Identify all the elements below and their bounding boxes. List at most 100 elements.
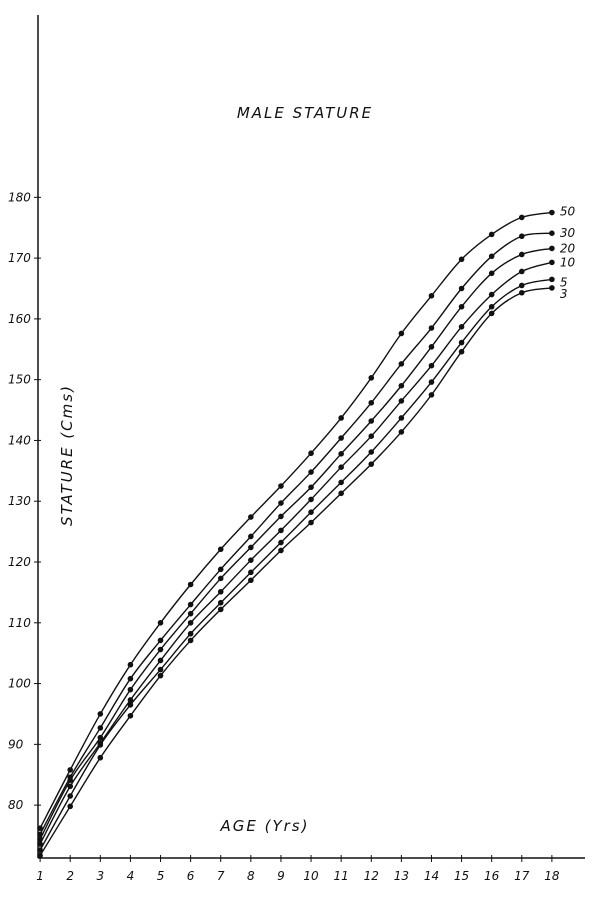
data-point <box>67 777 74 784</box>
data-point <box>398 361 405 367</box>
data-point <box>428 362 435 369</box>
data-point <box>368 461 375 467</box>
data-point <box>37 852 43 859</box>
x-tick-label: 10 <box>303 869 319 883</box>
data-point <box>518 251 525 258</box>
data-point <box>458 285 465 292</box>
data-point <box>338 490 344 497</box>
x-tick-label: 15 <box>454 869 469 883</box>
data-point <box>488 303 495 310</box>
data-point <box>549 245 555 252</box>
data-point <box>37 847 43 853</box>
data-point <box>549 230 555 236</box>
series-line <box>39 261 553 845</box>
series-label: 5 <box>560 275 568 289</box>
data-point <box>458 303 465 310</box>
data-point <box>338 435 344 441</box>
data-point <box>338 479 344 486</box>
data-point <box>157 619 164 626</box>
data-point <box>549 285 555 291</box>
x-tick-label: 2 <box>66 869 74 883</box>
data-point <box>458 348 465 355</box>
data-point <box>127 702 134 708</box>
data-point <box>97 711 104 717</box>
data-point <box>368 375 375 381</box>
data-point <box>248 577 254 584</box>
data-point <box>368 449 375 455</box>
x-tick-label: 1 <box>36 869 44 883</box>
chart-title: MALE STATURE <box>237 104 373 122</box>
data-point <box>67 783 74 790</box>
data-point <box>217 588 224 595</box>
data-point <box>549 276 555 283</box>
data-point <box>458 339 465 346</box>
x-tick-label: 18 <box>544 869 560 883</box>
data-point <box>278 527 284 534</box>
data-point <box>37 841 43 847</box>
data-point <box>338 464 344 470</box>
series-label: 30 <box>560 226 576 240</box>
y-tick-label: 100 <box>8 677 31 691</box>
x-tick-label: 11 <box>334 869 349 883</box>
x-tick-label: 17 <box>514 869 530 883</box>
data-point <box>518 233 525 240</box>
x-tick-label: 3 <box>96 869 104 883</box>
data-point <box>217 575 224 582</box>
series-label: 10 <box>560 255 576 269</box>
data-point <box>187 581 194 588</box>
x-tick-label: 5 <box>157 869 165 883</box>
data-point <box>278 483 284 489</box>
data-point <box>398 398 405 404</box>
data-point <box>308 509 314 515</box>
data-point <box>428 379 435 385</box>
x-axis-label: AGE (Yrs) <box>220 817 310 835</box>
data-point <box>187 610 194 617</box>
data-point <box>37 825 43 832</box>
data-point <box>308 496 314 503</box>
y-axis-label: STATURE (Cms) <box>58 384 76 526</box>
x-tick-label: 16 <box>484 869 500 883</box>
series-line <box>39 232 552 835</box>
data-point <box>398 429 405 435</box>
series-line <box>39 211 552 829</box>
data-point <box>217 606 224 613</box>
data-point <box>488 291 495 298</box>
data-point <box>308 484 314 491</box>
series-line <box>39 287 552 856</box>
data-point <box>488 253 495 260</box>
y-tick-label: 140 <box>8 433 31 447</box>
data-point <box>368 433 375 439</box>
y-tick-label: 150 <box>8 373 31 387</box>
data-point <box>157 637 164 644</box>
y-tick-label: 120 <box>8 555 31 569</box>
y-tick-label: 160 <box>8 312 31 326</box>
data-point <box>308 469 314 475</box>
data-point <box>549 209 555 216</box>
data-point <box>518 289 525 296</box>
data-point <box>398 415 405 421</box>
data-point <box>187 630 194 637</box>
data-point <box>127 661 134 668</box>
series-label: 20 <box>560 241 576 255</box>
series-line <box>39 278 553 851</box>
data-point <box>127 675 134 682</box>
data-point <box>127 697 134 703</box>
data-point <box>248 533 254 540</box>
data-point <box>97 725 104 731</box>
data-point <box>488 231 495 238</box>
data-point <box>278 547 284 554</box>
x-tick-label: 4 <box>127 869 135 883</box>
x-tick-label: 9 <box>277 869 285 883</box>
data-point <box>518 282 525 289</box>
data-point <box>248 569 254 576</box>
data-point <box>368 399 375 406</box>
data-point <box>518 214 525 221</box>
data-point <box>67 793 74 799</box>
y-tick-label: 180 <box>8 190 31 204</box>
data-point <box>157 646 164 653</box>
data-point <box>368 418 375 424</box>
data-point <box>338 415 344 421</box>
data-point <box>67 767 74 773</box>
data-point <box>428 292 435 299</box>
y-tick-label: 130 <box>8 494 31 508</box>
